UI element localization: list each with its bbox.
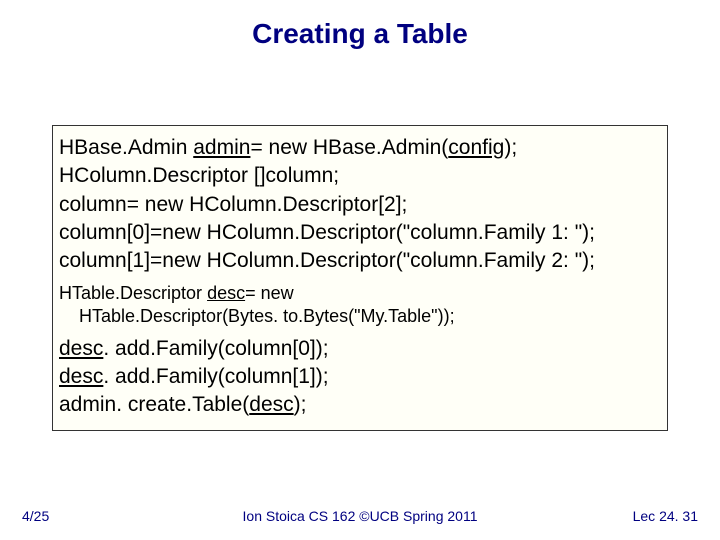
code-line: HBase.Admin admin= new HBase.Admin(confi… — [59, 134, 661, 162]
code-box: HBase.Admin admin= new HBase.Admin(confi… — [52, 125, 668, 431]
code-line: column[0]=new HColumn.Descriptor("column… — [59, 219, 661, 247]
code-line: column[1]=new HColumn.Descriptor("column… — [59, 247, 661, 275]
code-group-1: HBase.Admin admin= new HBase.Admin(confi… — [59, 134, 661, 276]
code-line: desc. add.Family(column[0]); — [59, 335, 661, 363]
code-line: desc. add.Family(column[1]); — [59, 363, 661, 391]
slide: Creating a Table HBase.Admin admin= new … — [0, 0, 720, 540]
code-group-2: HTable.Descriptor desc= new HTable.Descr… — [59, 282, 661, 329]
footer-center: Ion Stoica CS 162 ©UCB Spring 2011 — [0, 508, 720, 524]
code-line: column= new HColumn.Descriptor[2]; — [59, 191, 661, 219]
code-line: HTable.Descriptor(Bytes. to.Bytes("My.Ta… — [59, 305, 661, 328]
code-line: HTable.Descriptor desc= new — [59, 282, 661, 305]
code-line: admin. create.Table(desc); — [59, 391, 661, 419]
code-group-3: desc. add.Family(column[0]);desc. add.Fa… — [59, 335, 661, 420]
slide-title: Creating a Table — [0, 18, 720, 50]
code-line: HColumn.Descriptor []column; — [59, 162, 661, 190]
footer-right: Lec 24. 31 — [633, 508, 698, 524]
